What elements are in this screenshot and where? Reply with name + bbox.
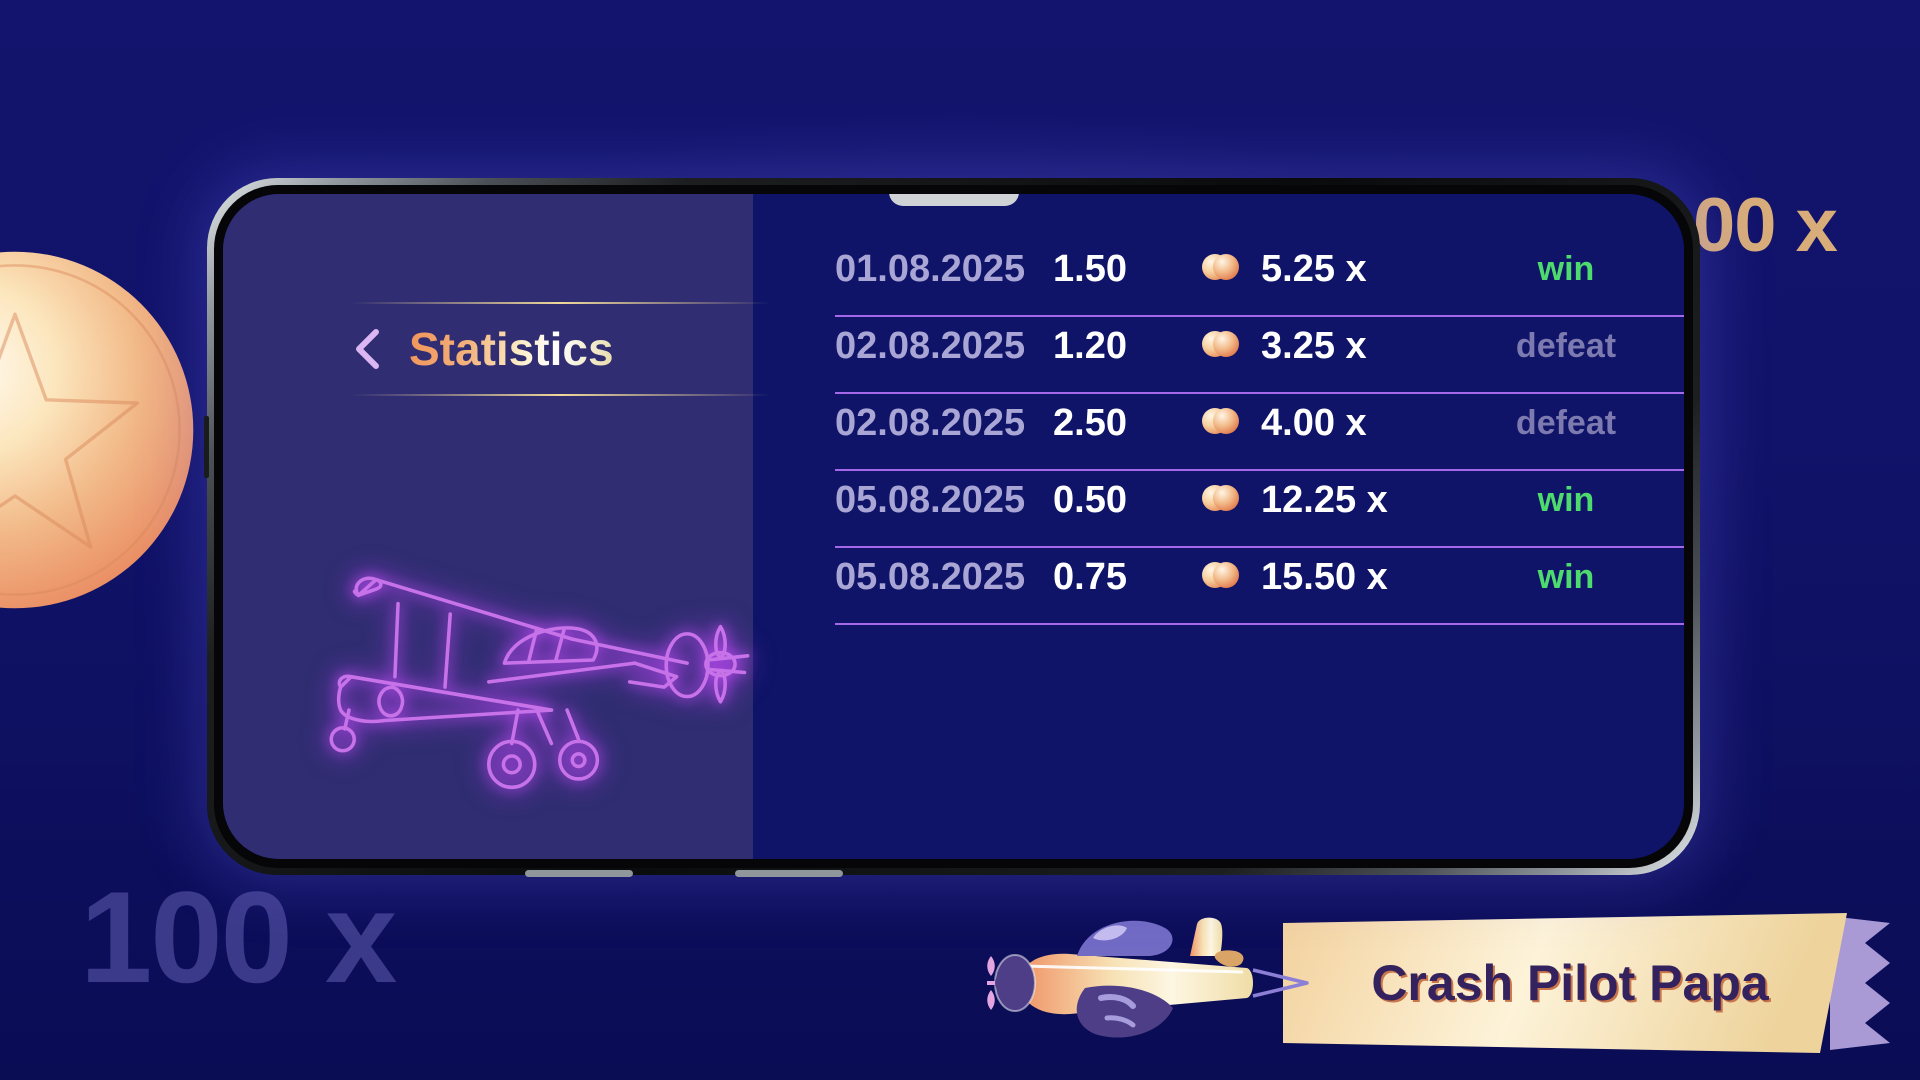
svg-text:Crash Pilot Papa: Crash Pilot Papa [1371, 955, 1770, 1011]
